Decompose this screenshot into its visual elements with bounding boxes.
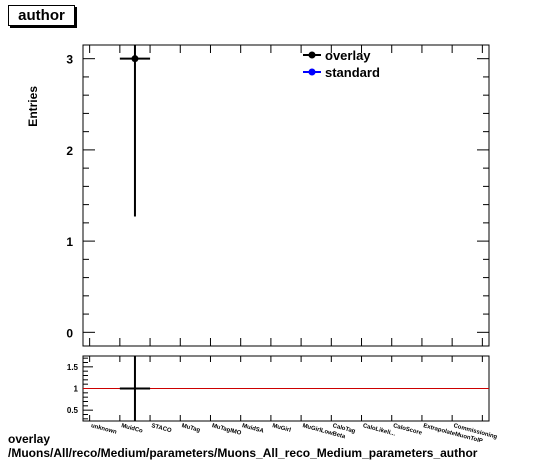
x-category-label: MuidSA	[241, 423, 265, 435]
ratio-marks	[119, 356, 151, 421]
x-category-label: MuidCo	[120, 423, 143, 435]
x-category-label: MuGirl	[271, 423, 291, 434]
main-frame	[82, 44, 490, 347]
data-marks	[119, 45, 151, 217]
y-tick-label: 2	[66, 144, 73, 158]
footer-line-1: overlay	[8, 432, 51, 446]
footer: overlay /Muons/All/reco/Medium/parameter…	[8, 432, 477, 460]
y-tick-label: 0	[66, 326, 73, 340]
x-axis: unknown MuidCo STACO MuTag MuTagIMO MuidSA MuG…	[89, 45, 498, 445]
ratio-tick-label: 1.5	[67, 363, 79, 372]
legend-marker-standard	[308, 68, 316, 76]
x-category-label: CaloTag	[332, 423, 356, 435]
y-axis-label: Entries	[26, 86, 40, 127]
legend-marker-overlay	[308, 51, 316, 59]
ratio-tick-label: 0.5	[67, 406, 79, 415]
legend: overlay standard	[303, 48, 380, 80]
ratio-tick-label: 1	[74, 385, 79, 394]
y-tick-label: 1	[66, 235, 73, 249]
footer-line-2: /Muons/All/reco/Medium/parameters/Muons_…	[8, 446, 478, 460]
chart-title: author	[8, 5, 75, 26]
x-category-label: STACO	[151, 423, 173, 434]
y-axis-main: 0 1 2 3	[66, 53, 489, 340]
y-tick-label: 3	[66, 53, 73, 67]
x-category-label: MuTag	[181, 423, 201, 434]
legend-label-overlay: overlay	[325, 48, 371, 63]
legend-label-standard: standard	[325, 65, 380, 80]
data-point	[131, 55, 139, 63]
